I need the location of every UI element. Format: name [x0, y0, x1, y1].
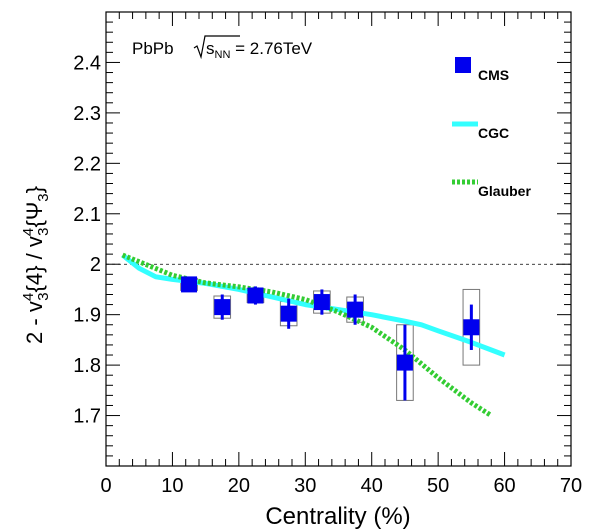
legend-label-glauber: Glauber [478, 183, 531, 199]
system-label: PbPb [132, 39, 174, 58]
x-tick-label: 70 [560, 475, 582, 497]
legend-label-cgc: CGC [478, 125, 509, 141]
y-tick-label: 1.9 [73, 305, 101, 327]
y-tick-label: 2.1 [73, 204, 101, 226]
y-label-sub2: 3 [35, 227, 52, 235]
svg-text:sNN = 2.76TeV: sNN = 2.76TeV [206, 39, 313, 61]
plot-border [105, 11, 572, 467]
energy-label-sub: NN [215, 49, 231, 61]
cms-sys-box [462, 288, 481, 366]
x-axis-label: Centrality (%) [265, 503, 410, 530]
y-tick-label: 2.2 [73, 153, 101, 175]
systematic-boxes [180, 277, 481, 401]
curve-cgc [121, 253, 506, 358]
x-tick-label: 20 [228, 475, 250, 497]
y-tick-label: 2.3 [73, 103, 101, 125]
y-tick-label: 2 [90, 254, 101, 276]
y-label-part1: {4} / v [22, 236, 47, 292]
legend-label-cms: CMS [478, 67, 509, 83]
x-tick-label: 50 [427, 475, 449, 497]
cms-point [214, 299, 231, 316]
model-curves [121, 252, 506, 418]
x-tick-label: 40 [361, 475, 383, 497]
legend-marker-cms [455, 57, 471, 73]
y-tick-label: 2.4 [73, 52, 101, 74]
cms-point [247, 287, 264, 304]
y-label-sup2: 4 [20, 228, 37, 236]
plot-frame [105, 11, 572, 467]
energy-label-s: s [206, 39, 215, 58]
legend: CMS CGC Glauber [452, 57, 531, 199]
y-label-end: } [22, 186, 47, 193]
x-tick-label: 60 [493, 475, 515, 497]
y-label-lead: 2 - v [22, 301, 47, 344]
x-tick-label: 0 [100, 475, 111, 497]
x-tick-label: 10 [161, 475, 183, 497]
energy-label: sNN = 2.76TeV [193, 35, 313, 61]
cms-point [347, 301, 364, 318]
cms-point [280, 305, 297, 322]
y-axis-label: 2 - v43{4} / v43{Ψ3} [20, 186, 52, 344]
x-tick-label: 30 [294, 475, 316, 497]
y-tick-label: 1.8 [73, 355, 101, 377]
y-tick-label: 1.7 [73, 406, 101, 428]
y-label-part2: {Ψ [22, 202, 47, 228]
sqrt-sign-icon [193, 35, 240, 60]
energy-label-value: = 2.76TeV [230, 39, 312, 58]
cms-point [181, 276, 198, 293]
y-label-sup1: 4 [20, 293, 37, 301]
cms-points [181, 276, 480, 401]
cms-point [463, 319, 480, 336]
y-label-sub1: 3 [35, 292, 52, 300]
cms-point [313, 294, 330, 311]
cms-point [396, 354, 413, 371]
y-label-sub3: 3 [35, 193, 52, 201]
axes: 0 10 20 30 40 50 60 70 1.7 1.8 1.9 2 2.1 2.2 2.3 2.4 [73, 12, 582, 497]
